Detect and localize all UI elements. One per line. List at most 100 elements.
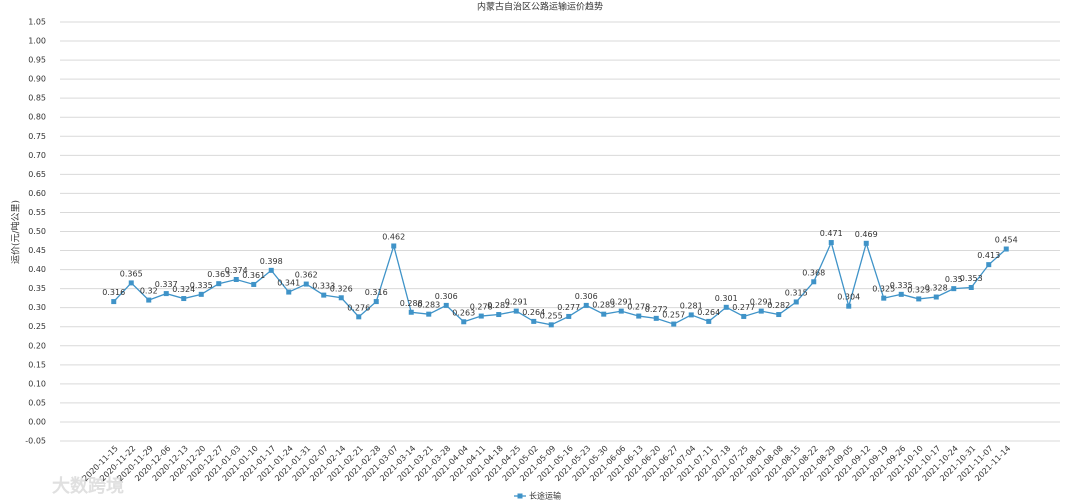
data-label: 0.277 [732, 303, 755, 312]
data-label: 0.264 [522, 308, 545, 317]
data-label: 0.398 [260, 257, 283, 266]
y-tick-label: 0.75 [28, 132, 46, 141]
data-point [706, 318, 712, 324]
data-label: 0.282 [487, 301, 510, 310]
data-label: 0.306 [575, 292, 598, 301]
legend-label: 长途运输 [529, 491, 561, 501]
data-label: 0.323 [907, 285, 930, 294]
data-label: 0.316 [365, 288, 388, 297]
y-tick-label: 0.10 [28, 379, 46, 388]
data-point [338, 295, 344, 301]
data-point [443, 302, 449, 308]
data-label: 0.272 [645, 305, 668, 314]
data-label: 0.278 [627, 303, 650, 312]
data-label: 0.281 [680, 301, 703, 310]
data-point [811, 279, 817, 285]
data-point [1003, 246, 1009, 252]
y-tick-label: 0.40 [28, 265, 46, 274]
y-tick-label: 0.65 [28, 170, 46, 179]
y-tick-label: 0.20 [28, 341, 46, 350]
series-line [113, 240, 1007, 326]
data-point [636, 313, 642, 319]
data-point [356, 314, 362, 320]
data-label: 0.304 [837, 293, 860, 302]
data-label: 0.328 [925, 284, 948, 293]
data-point [268, 267, 274, 273]
data-point [916, 296, 922, 302]
data-label: 0.277 [557, 303, 580, 312]
data-point [951, 286, 957, 292]
y-tick-label: 1.05 [28, 18, 46, 27]
data-label: 0.454 [995, 236, 1018, 245]
data-point [758, 308, 764, 314]
y-tick-label: 0.85 [28, 94, 46, 103]
data-point [601, 311, 607, 317]
y-tick-label: 0.35 [28, 284, 46, 293]
data-point [198, 291, 204, 297]
data-point [898, 291, 904, 297]
y-axis-label: 运价(元/吨公里) [10, 200, 22, 264]
data-point [391, 243, 397, 249]
data-label: 0.365 [120, 269, 143, 278]
data-label: 0.341 [277, 279, 300, 288]
data-label: 0.353 [960, 274, 983, 283]
data-label: 0.315 [785, 288, 808, 297]
chart-title: 内蒙古自治区公路运输运价趋势 [477, 1, 603, 13]
data-point [863, 240, 869, 246]
data-label: 0.257 [662, 311, 685, 320]
data-label: 0.282 [767, 301, 790, 310]
data-point [846, 303, 852, 309]
y-tick-label: 0.30 [28, 303, 46, 312]
y-tick-label: 0.15 [28, 360, 46, 369]
y-tick-label: 0.80 [28, 113, 46, 122]
data-point [461, 319, 467, 325]
data-label: 0.326 [330, 284, 353, 293]
data-label: 0.35 [945, 275, 963, 284]
data-label: 0.368 [802, 268, 825, 277]
y-tick-label: 0.70 [28, 151, 46, 160]
y-tick-label: 0.00 [28, 417, 46, 426]
data-point [776, 312, 782, 318]
y-tick-label: 0.60 [28, 189, 46, 198]
y-tick-label: 0.25 [28, 322, 46, 331]
data-label: 0.255 [540, 311, 563, 320]
data-label: 0.374 [225, 266, 248, 275]
data-point [181, 296, 187, 302]
data-point [426, 311, 432, 317]
data-point [583, 302, 589, 308]
data-point [723, 304, 729, 310]
data-label: 0.283 [592, 301, 615, 310]
data-label: 0.362 [295, 271, 318, 280]
data-label: 0.337 [155, 280, 178, 289]
data-point [408, 309, 414, 315]
data-point [531, 318, 537, 324]
data-point [146, 297, 152, 303]
data-point [688, 312, 694, 318]
data-label: 0.291 [505, 298, 528, 307]
data-point [933, 294, 939, 300]
data-label: 0.471 [820, 229, 843, 238]
data-point [548, 322, 554, 328]
data-point [618, 308, 624, 314]
data-point [653, 315, 659, 321]
data-label: 0.324 [172, 285, 195, 294]
data-point [741, 313, 747, 319]
data-point [373, 299, 379, 305]
legend-marker [517, 493, 523, 499]
data-label: 0.288 [400, 299, 423, 308]
data-point [216, 281, 222, 287]
y-tick-label: 0.50 [28, 227, 46, 236]
data-label: 0.306 [435, 292, 458, 301]
data-point [968, 284, 974, 290]
data-label: 0.335 [890, 281, 913, 290]
data-label: 0.335 [190, 281, 213, 290]
data-label: 0.333 [312, 282, 335, 291]
data-label: 0.32 [140, 287, 158, 296]
data-point [496, 312, 502, 318]
y-tick-label: -0.05 [25, 437, 46, 446]
data-label: 0.278 [470, 303, 493, 312]
data-label: 0.291 [610, 298, 633, 307]
data-label: 0.462 [382, 232, 405, 241]
data-point [163, 291, 169, 297]
